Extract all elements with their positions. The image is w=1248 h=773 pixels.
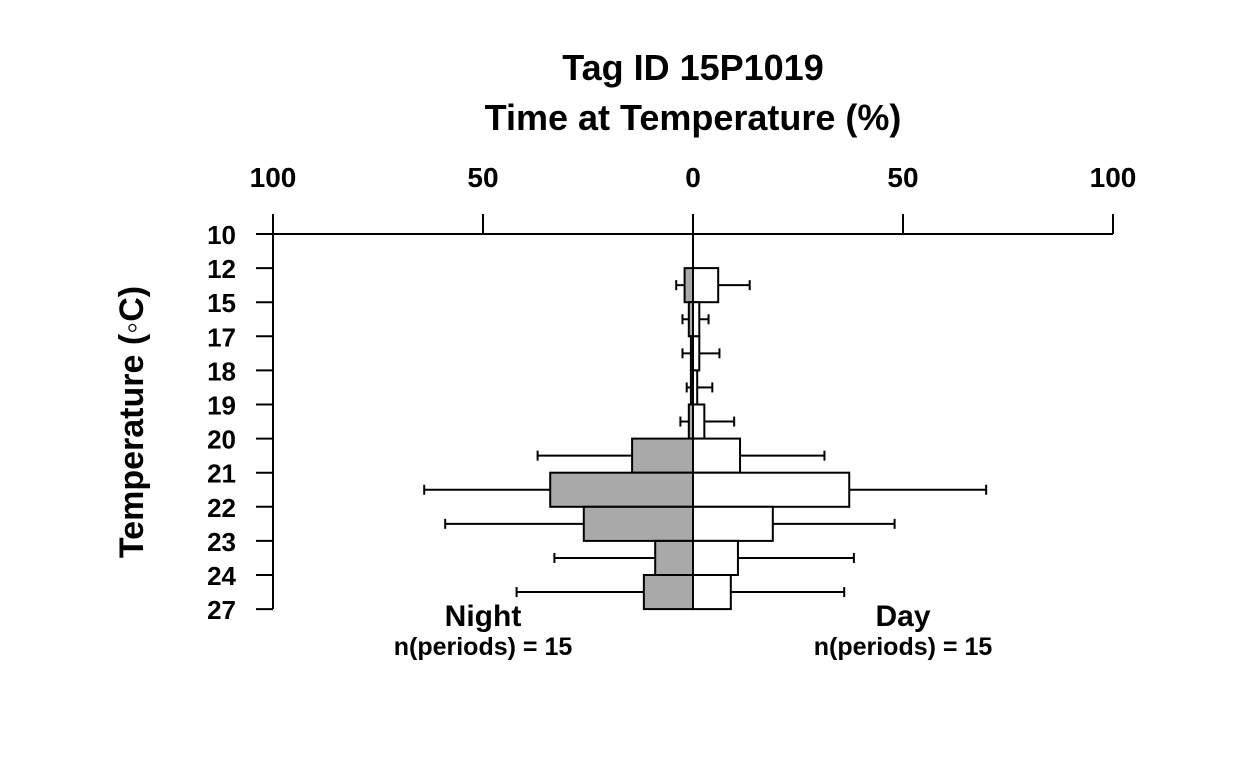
day-label: Day	[875, 600, 930, 633]
x-tick-label: 50	[467, 162, 498, 193]
x-tick-label: 50	[887, 162, 918, 193]
night-bar	[654, 539, 695, 577]
y-tick-label: 12	[207, 254, 236, 284]
night-bar	[549, 471, 695, 508]
day-n-periods: n(periods) = 15	[814, 633, 993, 661]
night-label: Night	[445, 600, 522, 633]
y-tick-label: 19	[207, 391, 236, 421]
day-bar	[692, 335, 701, 372]
day-bar	[692, 505, 774, 542]
y-tick-label: 21	[207, 459, 236, 489]
night-bar	[683, 267, 694, 304]
error-bars	[423, 280, 988, 598]
axes: 100 50 0 50 100 10 12 15 17 18 19 20 21 22 23 24 27	[207, 162, 1136, 625]
night-bar	[642, 574, 694, 611]
day-bar	[692, 574, 732, 611]
y-tick-label: 24	[207, 561, 236, 591]
y-tick-label: 18	[207, 356, 236, 386]
y-tick-label: 27	[207, 595, 236, 625]
y-tick-label: 17	[207, 322, 236, 352]
day-bar	[692, 437, 742, 474]
x-tick-label: 100	[1090, 162, 1137, 193]
chart-subtitle: Time at Temperature (%)	[485, 97, 902, 138]
night-n-periods: n(periods) = 15	[394, 633, 573, 661]
bars	[549, 267, 851, 611]
chart-title: Tag ID 15P1019	[562, 47, 823, 88]
y-axis-title: Temperature (◦C)	[113, 286, 151, 558]
y-tick-label: 20	[207, 425, 236, 455]
day-bar	[692, 539, 739, 577]
night-bar	[631, 437, 694, 474]
day-bar	[692, 471, 851, 508]
y-tick-label: 15	[207, 288, 236, 318]
y-tick-label: 10	[207, 220, 236, 250]
x-tick-label: 0	[685, 162, 701, 193]
day-bar	[692, 403, 706, 440]
y-tick-label: 22	[207, 493, 236, 523]
y-tick-label: 23	[207, 527, 236, 557]
day-bar	[692, 369, 699, 406]
night-bar	[582, 505, 694, 542]
day-bar	[692, 301, 701, 338]
x-tick-label: 100	[250, 162, 297, 193]
day-bar	[692, 267, 720, 304]
